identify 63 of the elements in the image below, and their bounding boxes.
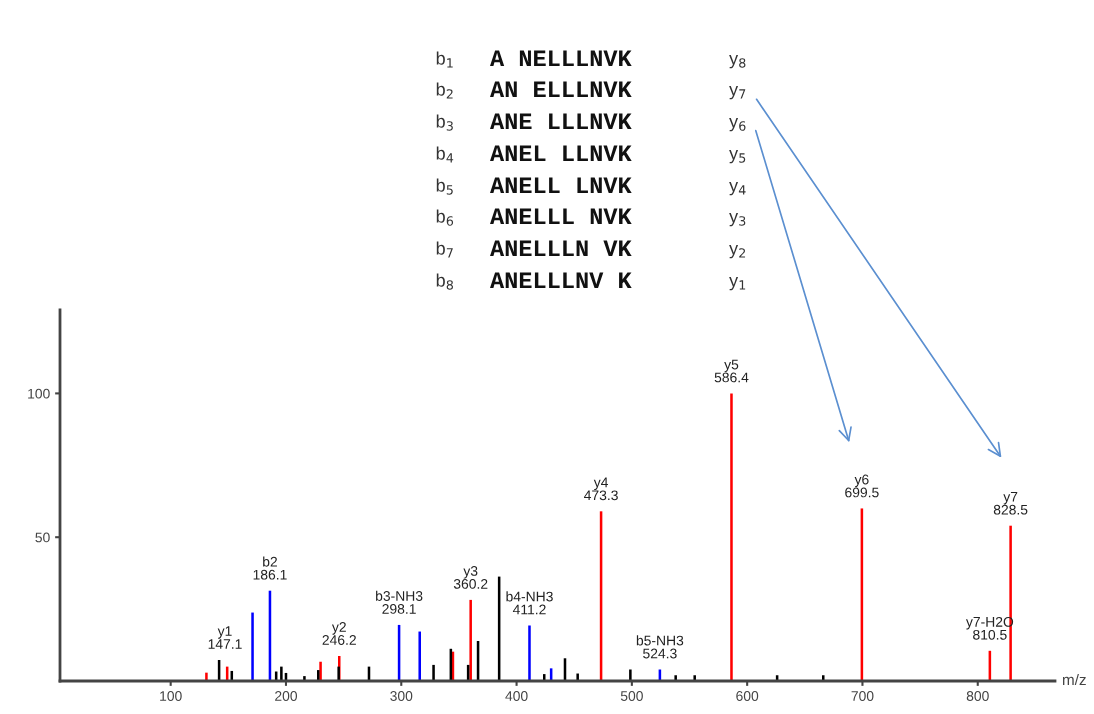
annotation: y7 828.5 (993, 491, 1028, 515)
annotation: y5 586.4 (714, 359, 749, 383)
text: y$_{1}$ (729, 277, 746, 291)
bar (730, 393, 733, 681)
x-tick-label: 100 (160, 691, 182, 701)
text: y$_{4}$ (729, 182, 746, 196)
x-tick-label: 500 (620, 691, 643, 701)
annotation: b4-NH3 411.2 (506, 591, 553, 615)
text: y$_{5}$ (729, 150, 746, 164)
bar (316, 670, 320, 681)
bar (674, 675, 677, 681)
bar (528, 625, 531, 681)
bar (418, 631, 421, 681)
annotation: y4 473.3 (584, 477, 618, 501)
bar (303, 676, 306, 681)
x-tick-label: 800 (966, 691, 989, 701)
text: A NELLLNVK (490, 50, 632, 67)
annotation: b5-NH3 524.3 (636, 635, 684, 659)
annotation: y1 147.1 (208, 626, 242, 649)
x-tick-label: 300 (390, 691, 413, 701)
text: b$_{7}$ (436, 241, 453, 258)
x-tick-label: 400 (505, 691, 528, 701)
annotation: y3 360.2 (453, 566, 488, 589)
bar (280, 666, 283, 681)
bar (542, 674, 546, 681)
x-tick-label: 700 (851, 691, 874, 701)
bar (469, 599, 472, 681)
text: y$_{7}$ (729, 86, 746, 100)
text: b$_{8}$ (436, 273, 453, 290)
text: ANE LLLNVK (490, 113, 632, 130)
text: b$_{2}$ (436, 82, 453, 99)
x-tick-label: 600 (736, 691, 759, 701)
bar (319, 661, 322, 681)
annotation: b2 186.1 (253, 556, 287, 580)
bar (693, 675, 696, 681)
text: b$_{3}$ (436, 114, 453, 131)
bar (629, 669, 632, 681)
text: ANELL LNVK (490, 177, 632, 194)
y-tick-label: 50 (35, 532, 50, 543)
bar (337, 666, 340, 681)
bar (432, 664, 435, 681)
text: b$_{4}$ (436, 146, 454, 163)
annotation: y2 246.2 (322, 622, 356, 645)
text: AN ELLLNVK (490, 81, 632, 98)
annotation: y6 699.5 (845, 474, 879, 498)
bar (205, 672, 208, 681)
text: ANELLLN VK (490, 240, 632, 257)
bar (821, 675, 825, 681)
x-axis-title: m/z (1062, 673, 1086, 686)
text: b$_{5}$ (436, 178, 453, 195)
text: b$_{1}$ (436, 51, 453, 68)
text: b$_{6}$ (436, 209, 454, 226)
annotation: b3-NH3 298.1 (376, 590, 423, 614)
text: ANELLLNV K (490, 272, 632, 289)
text: ANELLL NVK (490, 208, 632, 225)
bar (576, 673, 579, 681)
text: y$_{3}$ (729, 213, 746, 227)
text: y$_{2}$ (729, 245, 746, 259)
x-tick-label: 200 (275, 691, 298, 701)
text: ANEL LLNVK (490, 145, 632, 162)
text: y$_{6}$ (729, 118, 746, 132)
bar (251, 612, 254, 681)
text: y$_{8}$ (729, 55, 746, 69)
